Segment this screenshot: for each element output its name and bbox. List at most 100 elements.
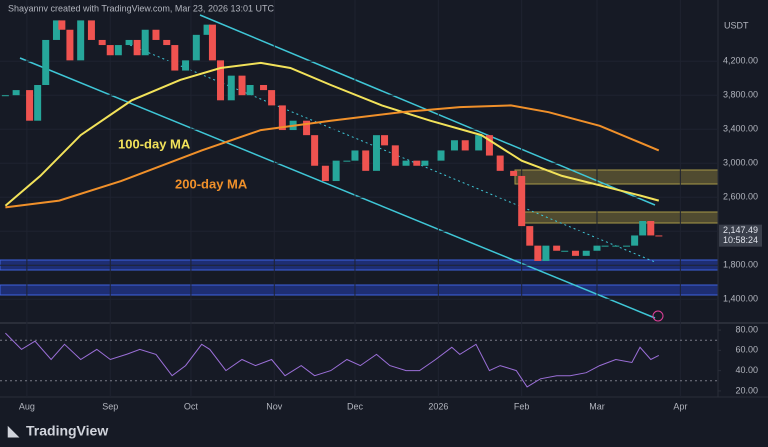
layout bbox=[0, 0, 768, 398]
candle bbox=[510, 170, 518, 176]
candle bbox=[208, 24, 216, 61]
candle bbox=[42, 39, 50, 85]
line bbox=[4, 61, 660, 207]
channel-line bbox=[19, 57, 656, 319]
support-zone bbox=[0, 284, 719, 296]
candle bbox=[34, 85, 42, 121]
candle bbox=[647, 221, 655, 236]
candle bbox=[372, 135, 380, 171]
candle bbox=[391, 145, 399, 166]
candle bbox=[561, 250, 569, 252]
candle bbox=[571, 250, 579, 256]
x-tick-label: Nov bbox=[266, 401, 283, 411]
y-tick-label: 3,400.00 bbox=[723, 124, 758, 134]
annotation: 200-day MA bbox=[175, 176, 248, 191]
candle bbox=[52, 20, 60, 40]
y-tick-label: 1,400.00 bbox=[723, 294, 758, 304]
candle bbox=[238, 75, 246, 96]
x-tick-label: Mar bbox=[589, 401, 605, 411]
candle bbox=[133, 39, 141, 56]
x-tick-label: Aug bbox=[19, 401, 35, 411]
candle bbox=[485, 135, 493, 156]
candle bbox=[106, 45, 114, 56]
candle bbox=[601, 245, 609, 247]
candle bbox=[582, 250, 590, 256]
candle bbox=[421, 160, 429, 166]
candle bbox=[526, 226, 534, 246]
credit: Shayannv created with TradingView.com, M… bbox=[8, 3, 274, 13]
logo: ◣ bbox=[7, 423, 20, 439]
candle bbox=[321, 165, 329, 182]
candle bbox=[534, 245, 542, 261]
candle bbox=[542, 245, 550, 261]
candle bbox=[655, 235, 663, 237]
candle bbox=[311, 135, 319, 166]
candle bbox=[171, 45, 179, 71]
line bbox=[5, 332, 660, 388]
y-tick-label: 2,600.00 bbox=[723, 192, 758, 202]
candle bbox=[437, 150, 445, 161]
candle bbox=[58, 20, 66, 30]
y-tick-label: 80.00 bbox=[735, 324, 758, 334]
x-tick-label: Dec bbox=[347, 401, 364, 411]
candle bbox=[1, 95, 9, 97]
candle bbox=[125, 39, 133, 46]
brand: TradingView bbox=[26, 423, 108, 439]
candle bbox=[114, 45, 122, 56]
y-tick-label: 20.00 bbox=[735, 385, 758, 395]
candle bbox=[217, 60, 225, 101]
resistance-zone bbox=[519, 211, 719, 224]
candle bbox=[227, 75, 235, 101]
candle bbox=[639, 221, 647, 236]
price-label: 2,147.49 bbox=[723, 225, 758, 235]
x-tick-label: Oct bbox=[184, 401, 199, 411]
candle bbox=[77, 20, 85, 61]
currency: USDT bbox=[724, 20, 749, 30]
y-tick-label: 3,800.00 bbox=[723, 90, 758, 100]
y-tick-label: 3,000.00 bbox=[723, 158, 758, 168]
annotation: 100-day MA bbox=[118, 136, 191, 151]
candle bbox=[163, 39, 171, 46]
candle bbox=[332, 160, 340, 182]
candle bbox=[66, 29, 74, 61]
y-tick-label: 40.00 bbox=[735, 365, 758, 375]
candle bbox=[461, 140, 469, 151]
candle bbox=[413, 160, 421, 166]
countdown: 10:58:24 bbox=[723, 235, 758, 245]
candle bbox=[26, 90, 34, 121]
candle bbox=[246, 85, 254, 96]
x-tick-label: Feb bbox=[514, 401, 530, 411]
candle bbox=[553, 245, 561, 251]
candle bbox=[450, 140, 458, 151]
candle bbox=[351, 150, 359, 161]
resistance-zone bbox=[514, 169, 719, 185]
candle bbox=[152, 29, 160, 40]
candle bbox=[623, 245, 631, 247]
y-tick-label: 1,800.00 bbox=[723, 260, 758, 270]
candle bbox=[362, 150, 370, 171]
y-tick-label: 60.00 bbox=[735, 345, 758, 355]
x-tick-label: Sep bbox=[102, 401, 118, 411]
candle bbox=[192, 34, 200, 61]
candle bbox=[98, 39, 106, 46]
candle bbox=[268, 90, 276, 106]
candle bbox=[612, 245, 620, 247]
candle bbox=[518, 175, 526, 227]
candle bbox=[87, 20, 95, 40]
candle bbox=[141, 29, 149, 56]
candle bbox=[12, 90, 20, 96]
candle bbox=[496, 155, 504, 171]
candle bbox=[381, 135, 389, 146]
candle bbox=[631, 235, 639, 246]
candle bbox=[402, 160, 410, 166]
candle bbox=[475, 135, 483, 151]
x-tick-label: Apr bbox=[673, 401, 687, 411]
candle bbox=[593, 245, 601, 251]
line bbox=[5, 104, 660, 209]
candle bbox=[303, 120, 311, 136]
marker bbox=[652, 310, 664, 322]
x-tick-label: 2026 bbox=[428, 401, 448, 411]
candle bbox=[278, 105, 286, 131]
candle bbox=[182, 60, 190, 71]
